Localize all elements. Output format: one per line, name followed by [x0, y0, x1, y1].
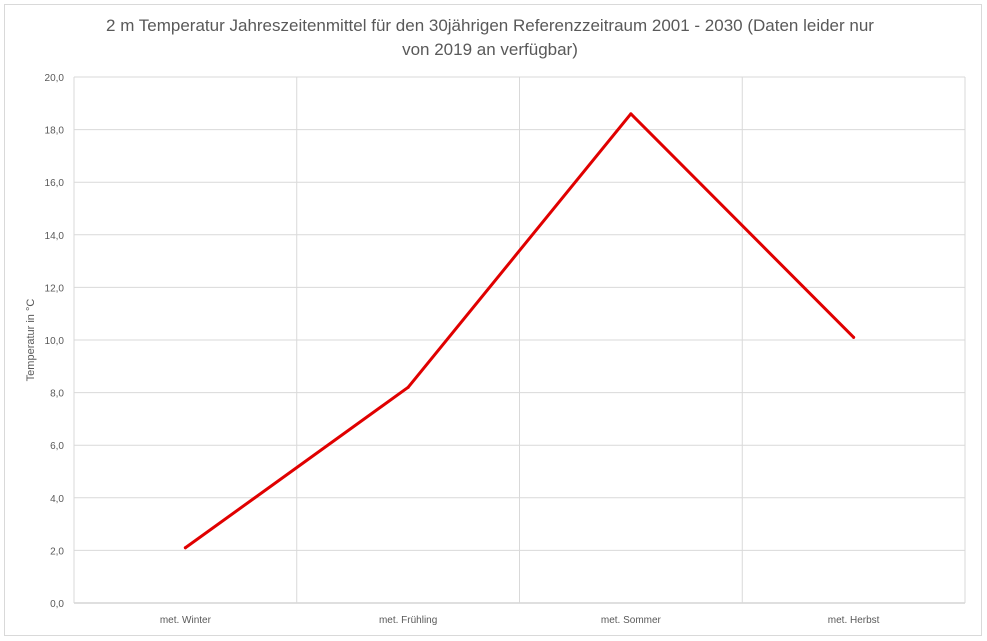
data-point: [183, 546, 187, 550]
y-tick-label: 8,0: [50, 389, 64, 400]
y-tick-label: 18,0: [45, 126, 65, 137]
series-line: [183, 112, 856, 550]
y-tick-label: 16,0: [45, 178, 65, 189]
data-point: [852, 335, 856, 339]
x-tick-label: met. Frühling: [379, 615, 437, 626]
y-axis-title: Temperatur in °C: [25, 299, 37, 382]
data-point: [629, 112, 633, 116]
x-tick-label: met. Sommer: [601, 615, 662, 626]
x-tick-label: met. Herbst: [828, 615, 880, 626]
y-tick-label: 20,0: [45, 73, 65, 84]
chart-title: 2 m Temperatur Jahreszeitenmittel für de…: [106, 16, 874, 59]
y-tick-label: 10,0: [45, 336, 65, 347]
chart-frame: [4, 4, 982, 636]
y-tick-label: 12,0: [45, 283, 65, 294]
y-axis-ticks: 0,0 2,0 4,0 6,0 8,0 10,0 12,0 14,0 16,0 18,0 20,0: [45, 73, 65, 610]
y-tick-label: 0,0: [50, 599, 64, 610]
x-tick-label: met. Winter: [160, 615, 212, 626]
y-tick-label: 4,0: [50, 494, 64, 505]
y-tick-label: 6,0: [50, 441, 64, 452]
gridlines: [73, 76, 966, 604]
y-tick-label: 14,0: [45, 231, 65, 242]
series-group: [183, 112, 856, 550]
data-point: [406, 385, 410, 389]
x-axis-ticks: met. Winter met. Frühling met. Sommer met. …: [160, 615, 880, 626]
y-tick-label: 2,0: [50, 546, 64, 557]
